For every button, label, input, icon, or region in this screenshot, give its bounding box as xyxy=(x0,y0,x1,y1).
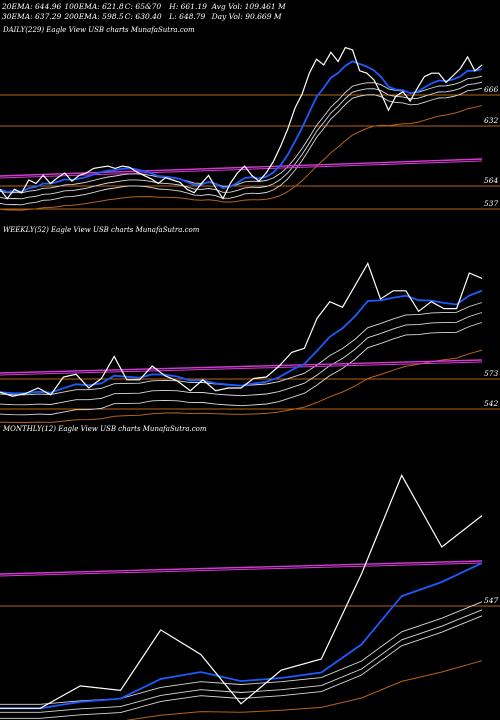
ema-envelope-line xyxy=(0,81,483,200)
ema-fast-line xyxy=(0,562,483,710)
ema-fast-line xyxy=(0,60,483,193)
ema-envelope-line xyxy=(0,87,483,206)
level-label: 547 xyxy=(484,596,499,605)
ema-envelope-line xyxy=(0,601,483,705)
ema20-value: 20EMA: 644.96 xyxy=(2,2,62,11)
price-line xyxy=(0,473,483,709)
weekly-panel-title: WEEKLY(52) Eagle View USB charts MunafaS… xyxy=(3,226,200,234)
open-value: C: 630.40 xyxy=(124,12,162,21)
price-line xyxy=(0,46,483,200)
ema-envelope-line xyxy=(0,615,483,719)
level-label: 666 xyxy=(484,85,499,94)
level-label: 537 xyxy=(484,199,499,208)
ema100-value: 100EMA: 621.8 xyxy=(64,2,124,11)
ema200-value: 200EMA: 598.5 xyxy=(64,12,124,21)
day-vol-value: Day Vol: 90.669 M xyxy=(211,12,282,21)
ema-slow-line xyxy=(125,660,483,720)
ema30-value: 30EMA: 637.29 xyxy=(2,12,62,21)
level-label: 632 xyxy=(484,116,499,125)
ema-envelope-line xyxy=(0,312,483,406)
level-label: 542 xyxy=(484,399,499,408)
trend-line xyxy=(0,562,483,577)
monthly-panel-title: MONTHLY(12) Eagle View USB charts Munafa… xyxy=(3,425,207,433)
close-value: C: 65&70 xyxy=(124,2,162,11)
level-label: 573 xyxy=(484,369,499,378)
ema-slow-line xyxy=(0,105,483,211)
trend-line xyxy=(0,560,483,575)
daily-panel-title: DAILY(229) Eagle View USB charts MunafaS… xyxy=(3,26,195,34)
avg-vol-value: Avg Vol: 109.461 M xyxy=(211,2,286,11)
indicator-row-1: 20EMA: 644.96 100EMA: 621.8 C: 65&70 H: … xyxy=(2,2,286,12)
ema-envelope-line xyxy=(0,302,483,396)
trend-line xyxy=(0,359,483,374)
low-value: L: 648.79 xyxy=(169,12,206,21)
indicator-row-2: 30EMA: 637.29 200EMA: 598.5 C: 630.40 L:… xyxy=(2,12,282,22)
ema-fast-line xyxy=(0,289,483,395)
level-label: 564 xyxy=(484,176,499,185)
high-value: H: 661.19 xyxy=(169,2,207,11)
trend-line xyxy=(0,361,483,376)
price-line xyxy=(0,261,483,397)
ema-envelope-line xyxy=(0,322,483,416)
ema-slow-line xyxy=(0,349,483,424)
ema-envelope-line xyxy=(0,609,483,713)
trend-line xyxy=(0,158,483,177)
